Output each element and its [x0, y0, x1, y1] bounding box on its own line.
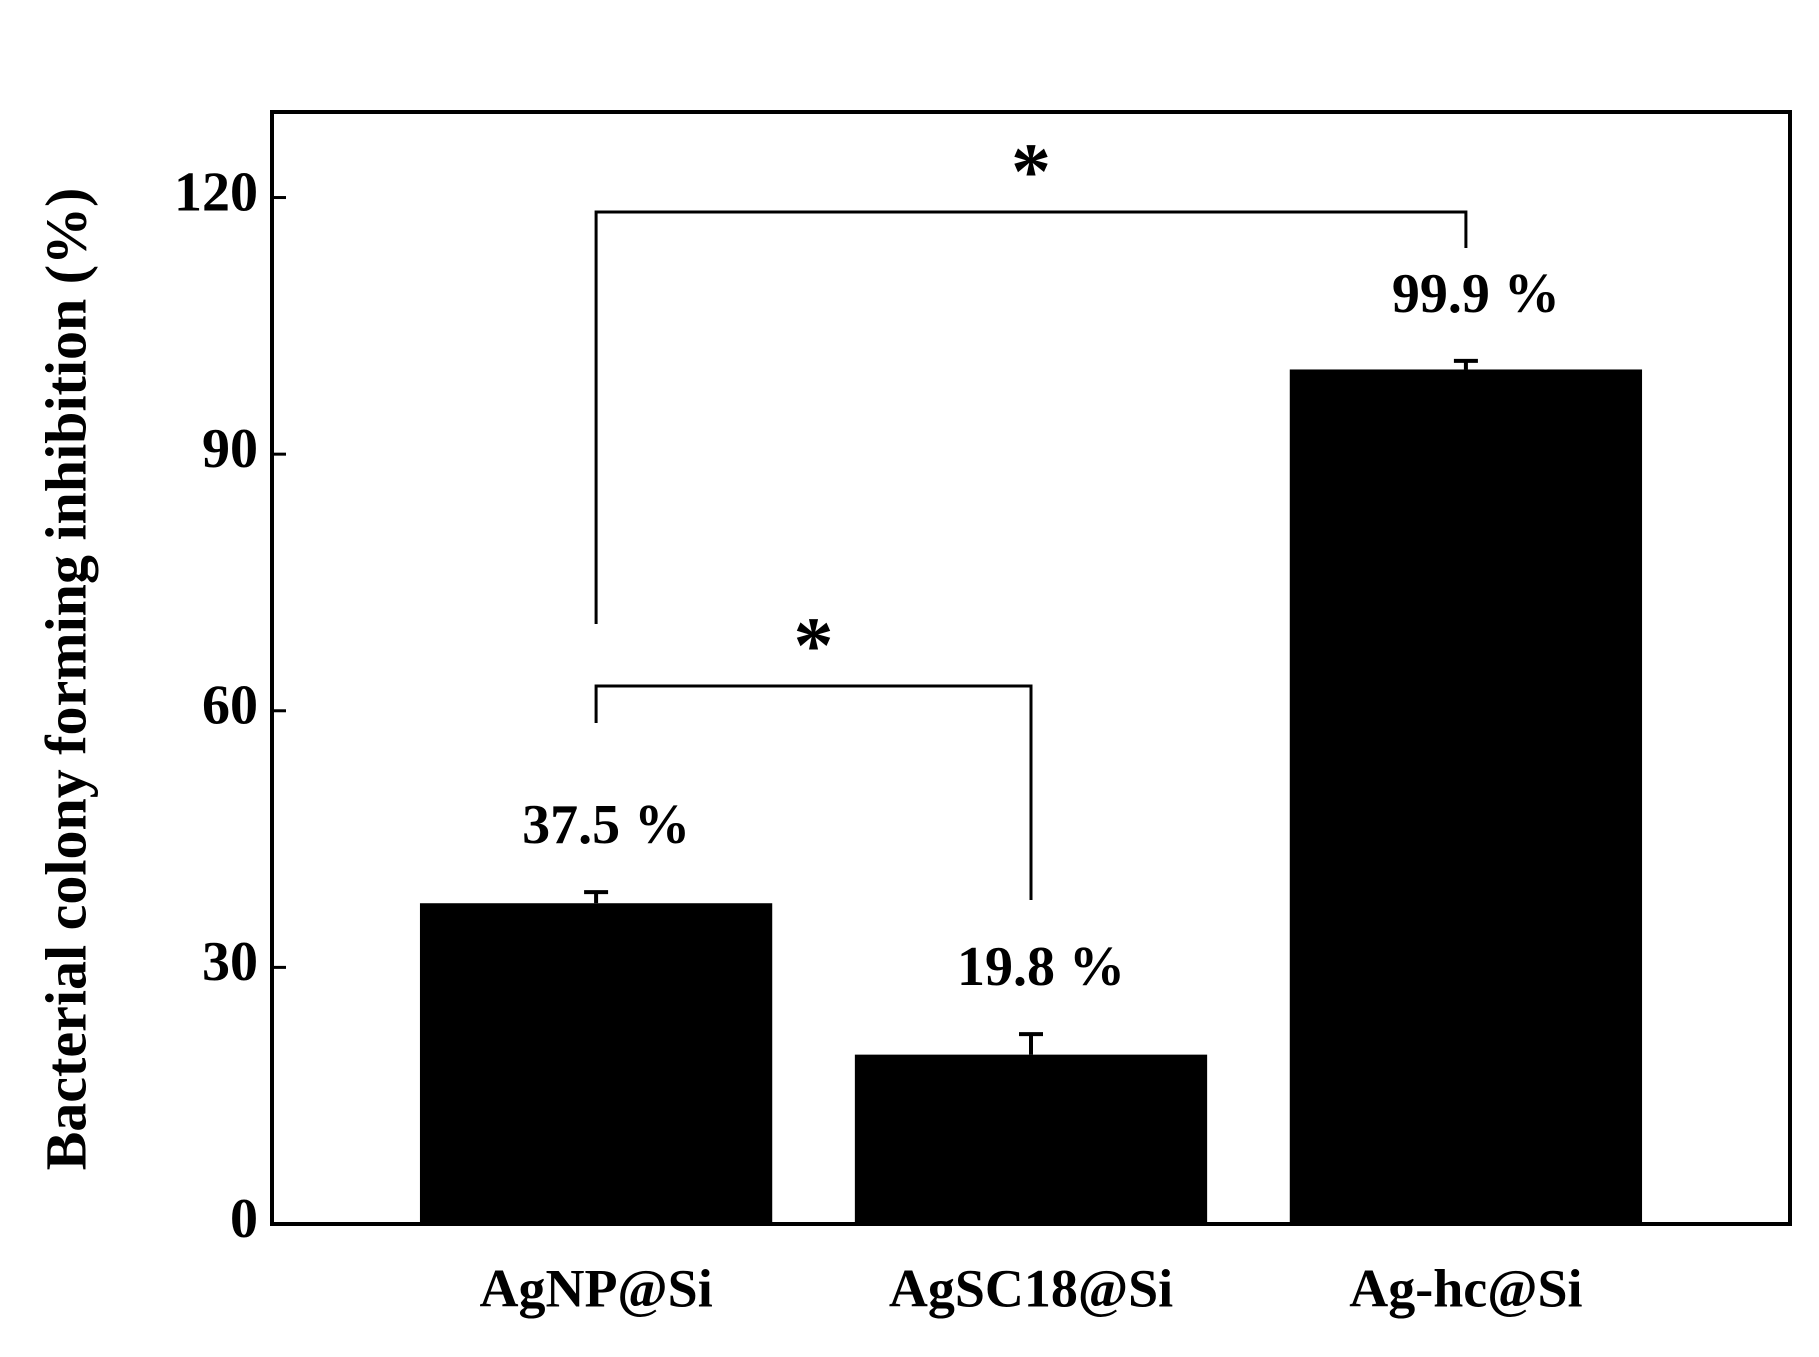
x-tick-label: AgNP@Si: [479, 1258, 712, 1318]
bar: [419, 903, 773, 1224]
x-tick-label: Ag-hc@Si: [1349, 1258, 1582, 1318]
y-tick-label: 60: [202, 675, 258, 737]
y-tick-label: 0: [230, 1188, 258, 1250]
value-label: 37.5 %: [522, 794, 690, 856]
significance-bracket: [594, 210, 1468, 624]
error-bar: [1019, 1032, 1043, 1055]
y-tick-label: 120: [174, 161, 258, 223]
y-axis-label: Bacterial colony forming inhibition (%): [33, 188, 98, 1171]
plot-frame: [270, 110, 1792, 1226]
bar: [854, 1054, 1208, 1224]
error-bar: [584, 890, 609, 904]
x-tick-label: AgSC18@Si: [889, 1258, 1173, 1318]
y-tick-label: 30: [202, 931, 258, 993]
y-tick-label: 90: [202, 418, 258, 480]
bar: [1289, 369, 1643, 1224]
error-bar: [1453, 358, 1478, 370]
significance-star: *: [794, 602, 834, 690]
value-label: 99.9 %: [1392, 263, 1560, 325]
significance-bracket: [594, 684, 1033, 900]
value-label: 19.8 %: [957, 936, 1125, 998]
significance-star: *: [1011, 128, 1051, 216]
